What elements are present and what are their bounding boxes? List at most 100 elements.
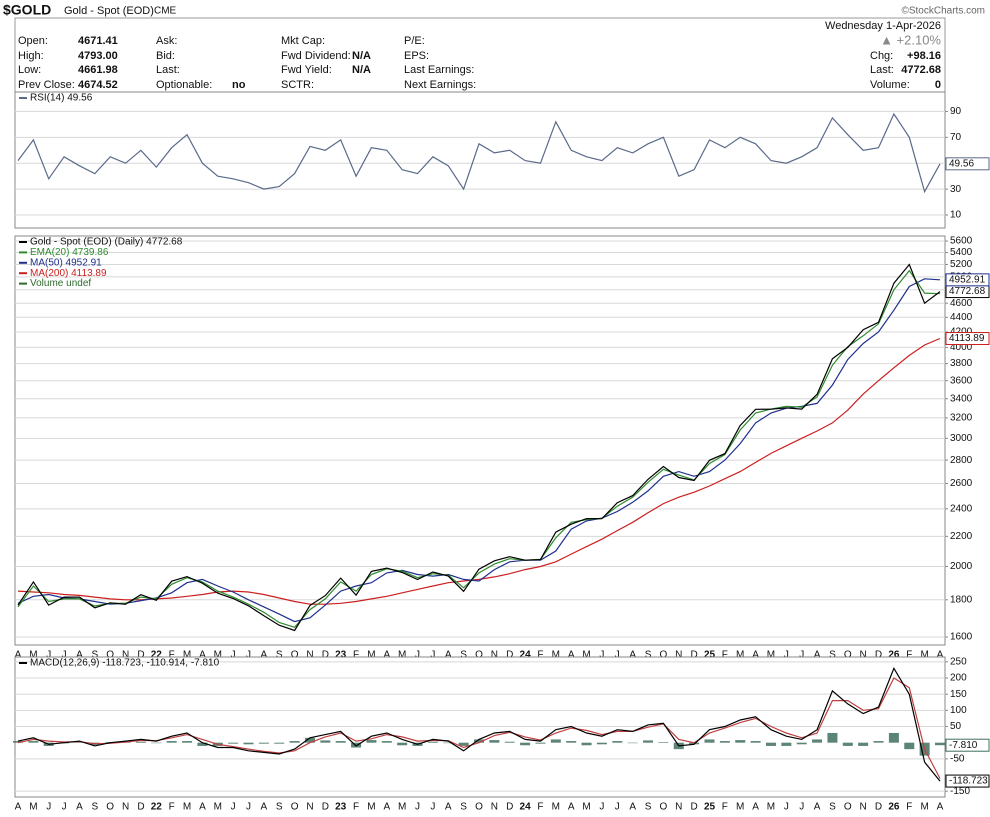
x-tick-label: A [199, 802, 206, 813]
x-tick-label: J [799, 650, 804, 661]
brand: ©StockCharts.com [901, 6, 985, 17]
x-tick-label: O [660, 802, 668, 813]
series-line [17, 263, 941, 632]
x-tick-label: M [767, 650, 775, 661]
histogram-bar [474, 739, 484, 743]
x-tick-label: O [475, 802, 483, 813]
x-tick-label: J [46, 802, 51, 813]
histogram-bar [627, 742, 638, 744]
quote-label: Mkt Cap: [281, 35, 325, 47]
x-tick-label: O [475, 650, 483, 661]
x-tick-label: M [29, 802, 37, 813]
summary-label: Volume: [870, 79, 910, 91]
histogram-bar [612, 741, 623, 743]
quote-label: High: [18, 50, 44, 62]
quote-value: 4671.41 [78, 35, 118, 47]
x-tick-label: 26 [888, 802, 900, 813]
legend-entry: Volume undef [30, 278, 91, 289]
quote-value: N/A [352, 64, 371, 76]
x-tick-label: 23 [335, 802, 347, 813]
series-line [17, 269, 941, 628]
y-tick-label: -50 [950, 753, 965, 764]
legend-entry: MACD(12,26,9) -118.723, -110.914, -7.810 [30, 658, 220, 669]
x-tick-label: J [246, 802, 251, 813]
x-tick-label: O [106, 802, 114, 813]
x-tick-label: 24 [520, 650, 532, 661]
histogram-bar [520, 742, 531, 746]
x-tick-label: M [183, 650, 191, 661]
x-tick-label: A [445, 802, 452, 813]
x-tick-label: D [137, 650, 144, 661]
x-tick-label: F [169, 802, 175, 813]
x-tick-label: N [860, 802, 867, 813]
quote-value: 4793.00 [78, 50, 118, 62]
x-tick-label: O [660, 650, 668, 661]
value-tag-label: 4772.68 [949, 286, 986, 297]
x-tick-label: 23 [335, 650, 347, 661]
histogram-bar [197, 742, 208, 746]
x-tick-label: D [506, 650, 513, 661]
summary-value: 4772.68 [901, 64, 941, 76]
histogram-bar [427, 741, 438, 743]
x-tick-label: N [306, 650, 313, 661]
date: Wednesday 1-Apr-2026 [825, 20, 941, 32]
x-tick-label: F [537, 802, 543, 813]
histogram-bar [289, 741, 300, 743]
x-tick-label: A [15, 802, 22, 813]
histogram-bar [750, 741, 761, 743]
y-tick-label: 90 [950, 106, 962, 117]
y-tick-label: 3400 [950, 393, 973, 404]
x-tick-label: J [231, 802, 236, 813]
histogram-bar [443, 742, 454, 744]
x-tick-label: S [276, 802, 283, 813]
histogram-bar [904, 742, 915, 750]
x-tick-label: A [629, 650, 636, 661]
histogram-bar [366, 740, 377, 743]
quote-label: Last Earnings: [404, 64, 474, 76]
x-tick-label: M [582, 650, 590, 661]
quote-label: Ask: [156, 35, 177, 47]
x-tick-label: M [767, 802, 775, 813]
histogram-bar [581, 742, 592, 746]
y-tick-label: 50 [950, 721, 962, 732]
y-tick-label: 3800 [950, 358, 973, 369]
histogram-bar [274, 742, 285, 744]
x-tick-label: D [322, 650, 329, 661]
histogram-bar [320, 740, 331, 743]
quote-label: EPS: [404, 50, 429, 62]
x-tick-label: J [784, 802, 789, 813]
x-tick-label: A [568, 802, 575, 813]
quote-label: Low: [18, 64, 41, 76]
x-tick-label: A [445, 650, 452, 661]
y-tick-label: 2600 [950, 478, 973, 489]
y-tick-label: 70 [950, 132, 962, 143]
quote-value: N/A [352, 50, 371, 62]
value-tag [945, 273, 990, 287]
x-tick-label: J [46, 650, 51, 661]
x-tick-label: O [844, 650, 852, 661]
x-tick-label: M [552, 650, 560, 661]
x-tick-label: N [491, 802, 498, 813]
x-tick-label: O [291, 650, 299, 661]
x-tick-label: 22 [151, 802, 163, 813]
x-tick-label: A [76, 650, 83, 661]
x-tick-label: J [246, 650, 251, 661]
y-tick-label: 4600 [950, 298, 973, 309]
x-tick-label: J [615, 650, 620, 661]
x-tick-label: N [675, 802, 682, 813]
legend-entry: EMA(20) 4739.86 [30, 247, 109, 258]
histogram-bar [765, 742, 776, 746]
y-tick-label: 1600 [950, 632, 973, 643]
histogram-bar [335, 741, 346, 743]
y-tick-label: 150 [950, 689, 967, 700]
y-tick-label: 5200 [950, 259, 973, 270]
x-tick-label: F [537, 650, 543, 661]
histogram-bar [304, 737, 315, 743]
summary-value: 0 [935, 79, 941, 91]
legend-entry: MA(50) 4952.91 [30, 257, 102, 268]
y-tick-label: 30 [950, 184, 962, 195]
quote-label: Prev Close: [18, 79, 75, 91]
y-tick-label: 3000 [950, 433, 973, 444]
